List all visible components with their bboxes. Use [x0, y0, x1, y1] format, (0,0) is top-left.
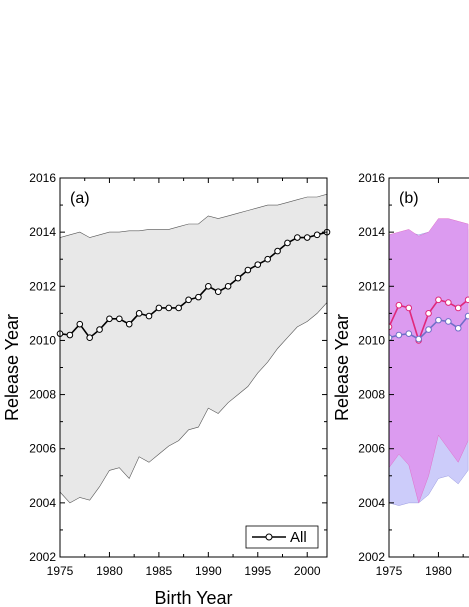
- a-confidence-band: [60, 194, 327, 503]
- a-data-point: [96, 326, 103, 333]
- a-data-point: [185, 296, 192, 304]
- a-data-point: [76, 320, 84, 328]
- y-tick-label: 2002: [29, 550, 56, 564]
- y-tick-label: 2010: [358, 333, 385, 347]
- a-series-all-line: [59, 231, 328, 339]
- y-tick-label: 2004: [29, 496, 56, 510]
- a-panel-label: (a): [70, 190, 90, 207]
- panel-b: 1975 1980 2002 2004 2006 2008 2010 2012 2014 201…: [332, 171, 469, 578]
- y-tick-label: 2016: [29, 171, 56, 185]
- b-y-axis-ticks: 2002 2004 2006 2008 2010 2012 2014 2016: [358, 171, 394, 564]
- y-tick-label: 2010: [29, 333, 56, 347]
- x-tick-label: 1975: [47, 564, 74, 578]
- b-data-point: [405, 304, 413, 312]
- x-tick-label: 1985: [146, 564, 173, 578]
- b-data-point: [435, 296, 442, 304]
- b-data-point: [464, 312, 469, 320]
- b-band-purple: [389, 218, 469, 504]
- panel-a: 1975 1980 1985 1990 1995 2000 200220042006200…: [2, 171, 331, 607]
- a-data-point: [86, 334, 93, 342]
- a-data-point: [116, 315, 123, 323]
- a-data-point: [155, 304, 163, 312]
- a-data-point: [234, 274, 242, 282]
- b-panel-label: (b): [399, 190, 419, 207]
- b-data-point: [405, 330, 413, 337]
- a-data-point: [135, 310, 143, 317]
- b-data-point: [425, 326, 432, 333]
- b-data-point: [454, 304, 462, 312]
- a-series-all-points: [56, 228, 331, 342]
- a-legend: All: [245, 525, 319, 549]
- b-data-point: [454, 324, 462, 332]
- a-data-point: [224, 282, 232, 290]
- b-data-point: [395, 301, 403, 309]
- a-legend-entry-all: All: [290, 529, 307, 546]
- a-data-point: [205, 282, 212, 290]
- a-band-lower-edge: [59, 302, 328, 504]
- a-data-point: [195, 293, 202, 301]
- a-data-point: [66, 331, 74, 339]
- a-data-point: [106, 315, 113, 323]
- a-data-point: [214, 288, 222, 296]
- x-tick-label: 1990: [195, 564, 222, 578]
- a-data-point: [254, 261, 262, 268]
- y-tick-label: 2008: [29, 388, 56, 402]
- y-tick-label: 2014: [358, 225, 385, 239]
- a-data-point: [175, 304, 182, 312]
- x-tick-label: 1980: [425, 564, 452, 578]
- y-tick-label: 2008: [358, 388, 385, 402]
- a-data-point: [165, 304, 173, 312]
- y-tick-label: 2012: [29, 279, 56, 293]
- a-data-point: [274, 247, 281, 255]
- b-y-axis-title: Release Year: [332, 314, 352, 421]
- y-tick-label: 2004: [358, 496, 385, 510]
- a-data-point: [244, 266, 252, 274]
- y-tick-label: 2006: [358, 442, 385, 456]
- b-data-point: [464, 296, 469, 304]
- y-tick-label: 2014: [29, 225, 56, 239]
- y-tick-label: 2016: [358, 171, 385, 185]
- x-tick-label: 1980: [96, 564, 123, 578]
- b-data-point: [445, 299, 452, 306]
- b-data-point: [445, 318, 452, 325]
- x-tick-label: 2000: [294, 564, 321, 578]
- a-data-point: [313, 231, 321, 239]
- a-data-point: [284, 239, 291, 247]
- x-tick-label: 1975: [376, 564, 403, 578]
- b-x-axis-ticks: 1975 1980: [376, 178, 464, 578]
- y-tick-label: 2002: [358, 550, 385, 564]
- a-data-point: [303, 234, 311, 241]
- a-data-point: [294, 234, 301, 241]
- a-data-point: [145, 312, 153, 320]
- a-x-axis-title: Birth Year: [154, 588, 232, 607]
- y-tick-label: 2006: [29, 442, 56, 456]
- x-tick-label: 1995: [244, 564, 271, 578]
- a-legend-marker-sample: [265, 533, 273, 541]
- a-y-axis-ticks: 2002 2004 2006 2008 2010 2012 2014 2016: [29, 171, 327, 564]
- b-data-point: [395, 331, 403, 339]
- a-x-axis-ticks: 1975 1980 1985 1990 1995 2000: [47, 178, 321, 578]
- b-data-point: [435, 316, 442, 324]
- a-data-point: [264, 255, 271, 263]
- a-data-point: [125, 320, 133, 328]
- b-data-point: [415, 335, 422, 343]
- b-data-point: [425, 310, 432, 317]
- a-band-upper-edge: [59, 193, 328, 238]
- a-y-axis-title: Release Year: [2, 314, 22, 421]
- y-tick-label: 2012: [358, 279, 385, 293]
